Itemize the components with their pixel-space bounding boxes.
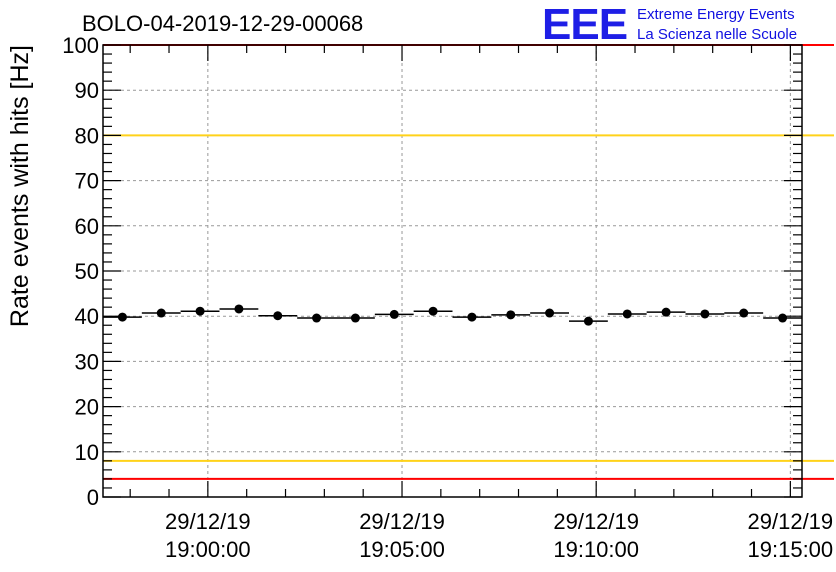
data-point [389, 309, 399, 319]
data-point [195, 306, 205, 316]
y-tick-label: 30 [75, 349, 99, 374]
x-tick-time: 19:05:00 [359, 537, 445, 562]
x-tick-time: 19:00:00 [165, 537, 251, 562]
x-tick-date: 29/12/19 [165, 509, 251, 534]
logo-line-1: Extreme Energy Events [637, 6, 795, 23]
x-tick-time: 19:15:00 [748, 537, 834, 562]
x-tick-date: 29/12/19 [553, 509, 639, 534]
data-point [545, 308, 555, 318]
data-point [273, 311, 283, 321]
x-tick-time: 19:10:00 [553, 537, 639, 562]
data-point [312, 313, 322, 323]
y-tick-label: 0 [87, 485, 99, 510]
data-point [428, 306, 438, 316]
y-tick-label: 50 [75, 259, 99, 284]
data-point [583, 316, 593, 326]
data-point [622, 309, 632, 319]
y-tick-label: 70 [75, 169, 99, 194]
data-point [700, 309, 710, 319]
chart-title: BOLO-04-2019-12-29-00068 [82, 11, 363, 36]
logo-mark: EEE [542, 0, 627, 49]
y-tick-labels: 0 10 20 30 40 50 60 70 80 90 100 [62, 33, 99, 510]
x-tick-date: 29/12/19 [359, 509, 445, 534]
data-point [234, 304, 244, 314]
data-point [739, 308, 749, 318]
y-tick-label: 10 [75, 440, 99, 465]
data-point [350, 313, 360, 323]
y-tick-label: 20 [75, 395, 99, 420]
data-point [467, 312, 477, 322]
y-tick-label: 100 [62, 33, 99, 58]
y-tick-label: 60 [75, 214, 99, 239]
data-point [156, 308, 166, 318]
y-tick-label: 90 [75, 78, 99, 103]
y-tick-label: 80 [75, 123, 99, 148]
x-tick-date: 29/12/19 [748, 509, 834, 534]
x-tick-labels: 29/12/19 19:00:00 29/12/19 19:05:00 29/12/19… [165, 509, 833, 562]
data-point [778, 313, 788, 323]
data-series [103, 304, 802, 326]
y-tick-label: 40 [75, 304, 99, 329]
eee-logo: EEE Extreme Energy Events La Scienza nel… [542, 0, 797, 49]
logo-line-2: La Scienza nelle Scuole [637, 26, 797, 43]
y-axis-label: Rate events with hits [Hz] [6, 45, 34, 327]
data-point [661, 307, 671, 317]
data-point [506, 310, 516, 320]
axes [102, 44, 803, 498]
data-point [117, 312, 127, 322]
